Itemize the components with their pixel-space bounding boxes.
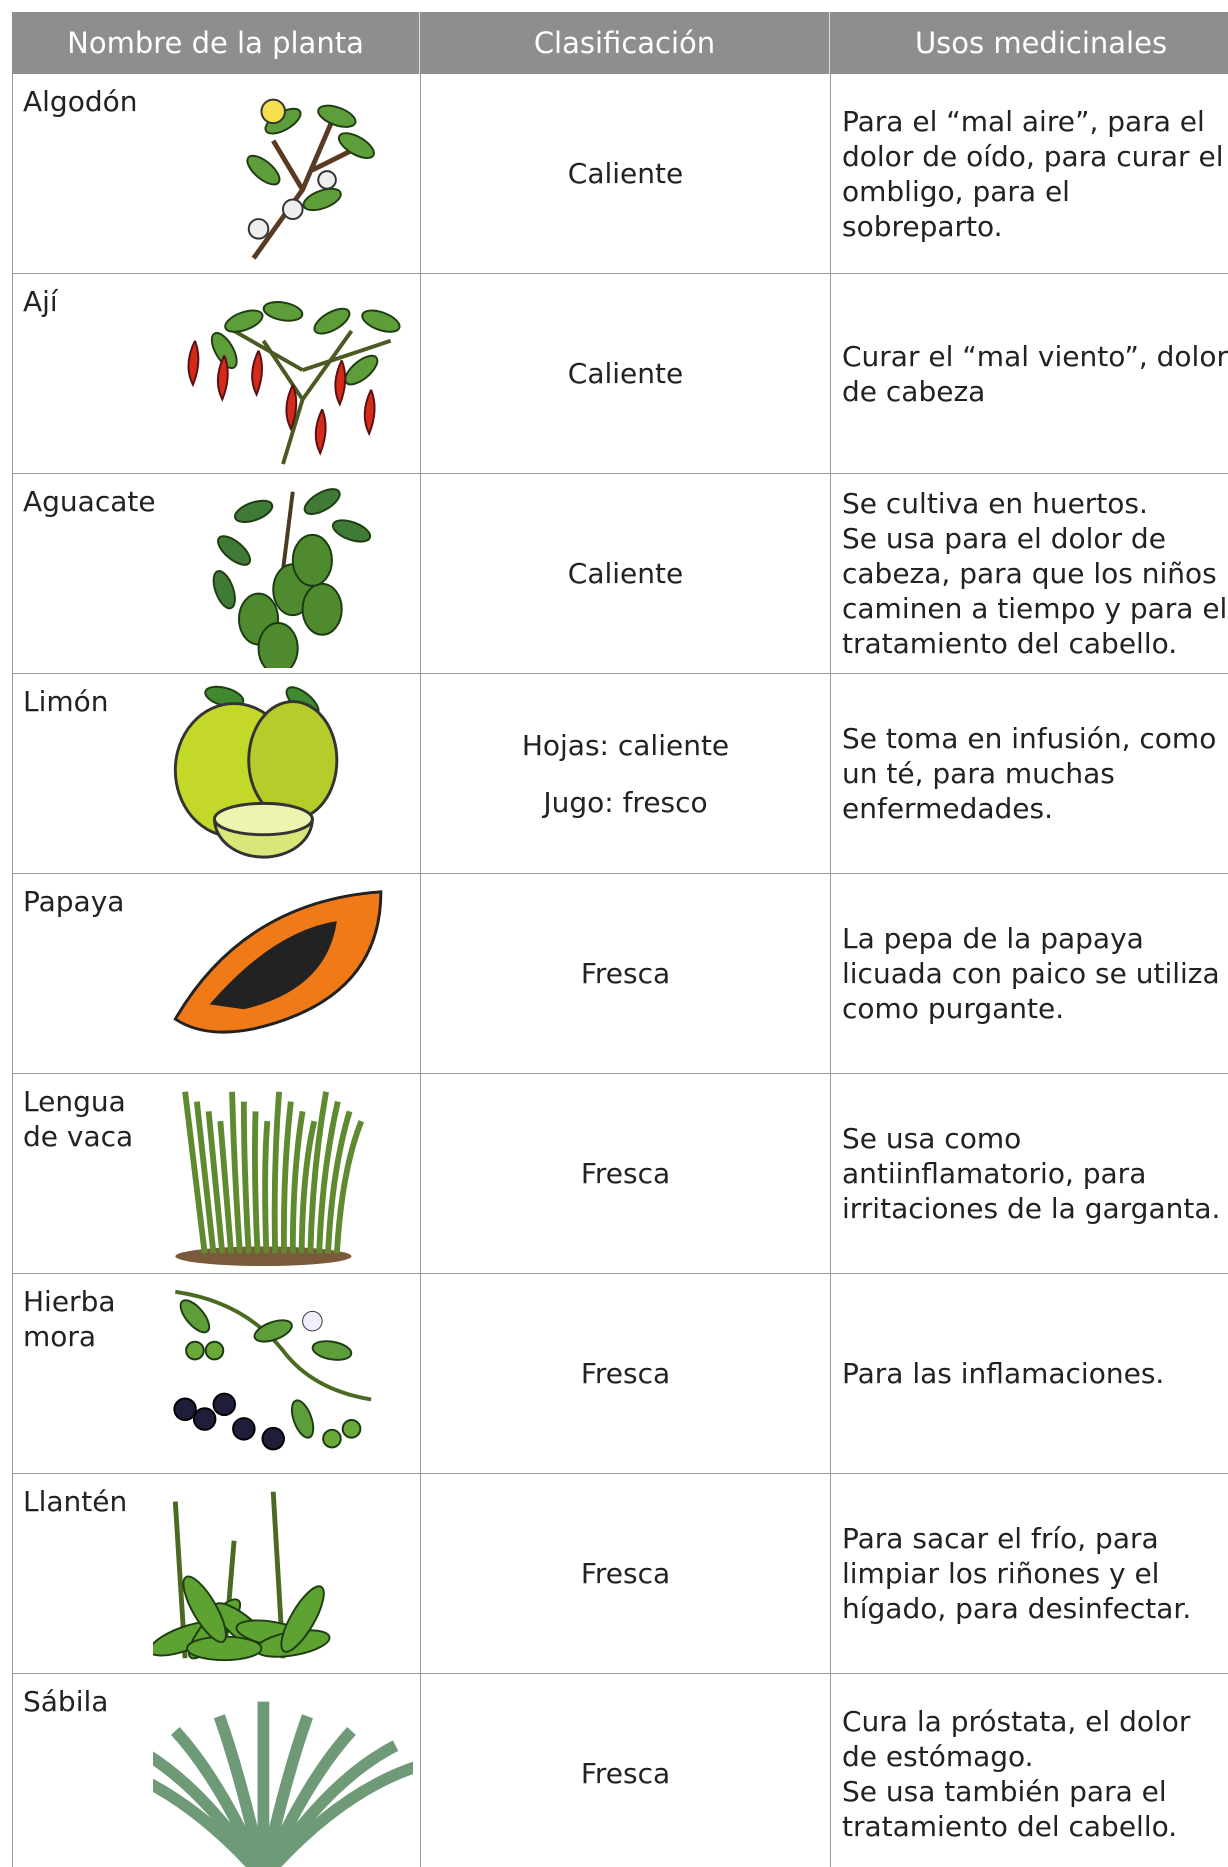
classification: Caliente: [567, 157, 684, 190]
table-row: Papaya Fresca La pepa de la papaya licuada…: [12, 874, 1228, 1074]
name-cell: Sábila: [12, 1674, 420, 1867]
table-row: Llantén Fresca Para sacar el frío, para li…: [12, 1474, 1228, 1674]
uses: Para sacar el frío, para limpiar los riñ…: [842, 1522, 1192, 1625]
classification: Fresca: [580, 1557, 671, 1590]
classification: Caliente: [567, 357, 684, 390]
table-row: Aguacate Caliente Se cultiva en huertos. Se…: [12, 474, 1228, 674]
plant-illustration: [212, 488, 372, 668]
plant-name: Limón: [23, 685, 109, 718]
uses-cell: Cura la próstata, el dolor de estómago. S…: [830, 1674, 1228, 1867]
uses: Se toma en infusión, como un té, para mu…: [842, 722, 1217, 825]
table-row: Ají Caliente Curar el “mal viento”, dolor …: [12, 274, 1228, 474]
uses-cell: Se usa como antiinflamatorio, para irrit…: [830, 1074, 1228, 1273]
uses-cell: Para el “mal aire”, para el dolor de oíd…: [830, 74, 1228, 273]
name-cell: Papaya: [12, 874, 420, 1073]
uses: La pepa de la papaya licuada con paico s…: [842, 922, 1220, 1025]
uses: Para las inflamaciones.: [842, 1357, 1165, 1390]
name-cell: Limón: [12, 674, 420, 873]
plant-name: Papaya: [23, 885, 125, 918]
uses: Cura la próstata, el dolor de estómago.: [842, 1704, 1191, 1773]
header-cell: Nombre de la planta: [12, 12, 420, 74]
uses: Se usa para el dolor de cabeza, para que…: [842, 522, 1228, 660]
uses-cell: Se toma en infusión, como un té, para mu…: [830, 674, 1228, 873]
plant-name: Llantén: [23, 1485, 128, 1518]
uses-cell: Para sacar el frío, para limpiar los riñ…: [830, 1474, 1228, 1673]
header-cell: Usos medicinales: [914, 26, 1168, 60]
classification-cell: Fresca: [420, 1474, 830, 1673]
classification-cell: Fresca: [420, 1074, 830, 1273]
uses: Curar el “mal viento”, dolor de cabeza: [842, 339, 1228, 408]
classification: Fresca: [580, 1757, 671, 1790]
table-row: Sábila Fresca Cura la próstata, el dolor d…: [12, 1674, 1228, 1867]
uses-cell: Para las inflamaciones.: [830, 1274, 1228, 1473]
name-cell: Aguacate: [12, 474, 420, 673]
classification: Fresca: [580, 957, 671, 990]
uses: Se usa también para el tratamiento del c…: [842, 1774, 1178, 1843]
plant-illustration: [175, 1091, 365, 1267]
name-cell: Algodón: [12, 74, 420, 273]
plant-illustration: [246, 98, 375, 260]
classification: Fresca: [580, 1357, 671, 1390]
plant-illustration: [153, 1491, 331, 1662]
uses-cell: La pepa de la papaya licuada con paico s…: [830, 874, 1228, 1073]
classification-cell: Fresca: [420, 1274, 830, 1473]
plant-name: Lengua de vaca: [23, 1085, 134, 1153]
name-cell: Hierba mora: [12, 1274, 420, 1473]
classification-cell: Caliente: [420, 274, 830, 473]
classification: Fresca: [580, 1157, 671, 1190]
uses: Se usa como antiinflamatorio, para irrit…: [842, 1122, 1221, 1225]
header-cell: Clasificación: [420, 12, 830, 74]
table-header: Nombre de la planta Clasificación Usos m…: [12, 12, 1228, 74]
plant-illustration: [173, 685, 339, 859]
classification-cell: Fresca: [420, 1674, 830, 1867]
table-row: Limón Hojas: caliente Jugo: fresco Se toma …: [12, 674, 1228, 874]
classification-cell: Caliente: [420, 74, 830, 273]
plant-name: Sábila: [23, 1685, 109, 1718]
plant-illustration: [153, 1701, 413, 1867]
table-row: Lengua de vaca Fresca Se usa como antiinfl…: [12, 1074, 1228, 1274]
name-cell: Lengua de vaca: [12, 1074, 420, 1273]
plant-illustration: [173, 1289, 372, 1451]
plant-name: Hierba mora: [23, 1285, 116, 1353]
name-cell: Llantén: [12, 1474, 420, 1673]
uses: Para el “mal aire”, para el dolor de oíd…: [842, 104, 1224, 243]
table-row: Hierba mora Fresca Para las inflamaciones.: [12, 1274, 1228, 1474]
plant-name: Algodón: [23, 85, 138, 118]
plant-illustration: [173, 890, 383, 1034]
uses-cell: Se cultiva en huertos. Se usa para el dol…: [830, 474, 1228, 673]
table-row: Algodón Caliente Para el “mal aire”, para …: [12, 74, 1228, 274]
plant-name: Aguacate: [23, 485, 156, 518]
plant-illustration: [187, 301, 401, 465]
classification: Caliente: [567, 557, 684, 590]
plant-name: Ají: [23, 285, 58, 318]
uses: Se cultiva en huertos.: [842, 487, 1148, 520]
classification: Hojas: caliente: [521, 728, 730, 762]
uses-cell: Curar el “mal viento”, dolor de cabeza: [830, 274, 1228, 473]
classification-cell: Fresca: [420, 874, 830, 1073]
classification: Jugo: fresco: [543, 785, 708, 819]
name-cell: Ají: [12, 274, 420, 473]
classification-cell: Caliente: [420, 474, 830, 673]
classification-cell: Hojas: caliente Jugo: fresco: [420, 674, 830, 873]
